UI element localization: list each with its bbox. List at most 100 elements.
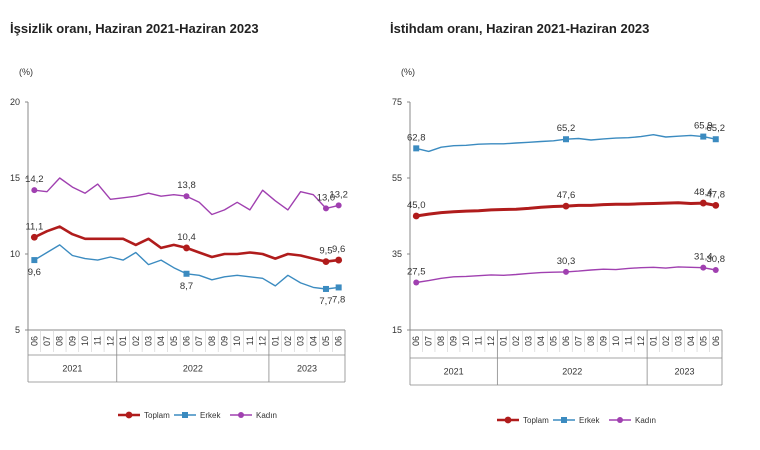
x-tick-label: 10 bbox=[232, 336, 242, 346]
data-label-toplam: 10,4 bbox=[177, 232, 196, 243]
x-tick-label: 12 bbox=[636, 336, 646, 346]
x-tick-label: 01 bbox=[270, 336, 280, 346]
x-tick-label: 10 bbox=[611, 336, 621, 346]
y-tick-label: 35 bbox=[392, 249, 402, 259]
data-label-erkek: 62,8 bbox=[407, 132, 426, 143]
data-label-erkek: 7,7 bbox=[319, 296, 332, 307]
data-point-erkek bbox=[183, 270, 190, 277]
data-label-toplam: 11,1 bbox=[25, 221, 43, 232]
data-point-toplam bbox=[322, 258, 330, 265]
x-tick-label: 01 bbox=[118, 336, 128, 346]
data-label-kadin: 31,4 bbox=[694, 252, 713, 263]
x-tick-label: 04 bbox=[308, 336, 318, 346]
legend-label-kadin: Kadın bbox=[256, 411, 277, 420]
x-tick-label: 09 bbox=[220, 336, 230, 346]
x-tick-label: 08 bbox=[207, 336, 217, 346]
data-label-toplam: 9,5 bbox=[319, 246, 332, 257]
y-tick-label: 10 bbox=[10, 249, 20, 259]
data-point-erkek bbox=[712, 136, 719, 143]
data-label-kadin: 13,0 bbox=[317, 192, 336, 203]
data-point-kadin bbox=[322, 205, 329, 212]
x-tick-label: 05 bbox=[169, 336, 179, 346]
data-point-kadin bbox=[183, 193, 190, 200]
data-point-erkek bbox=[335, 284, 342, 291]
x-tick-label: 06 bbox=[411, 336, 421, 346]
x-tick-label: 02 bbox=[283, 336, 293, 346]
x-tick-label: 11 bbox=[93, 336, 103, 345]
x-tick-label: 04 bbox=[536, 336, 546, 346]
data-point-erkek bbox=[322, 285, 329, 292]
data-point-erkek bbox=[700, 133, 707, 140]
x-tick-label: 03 bbox=[524, 336, 534, 346]
x-tick-label: 02 bbox=[661, 336, 671, 346]
unemployment-rate-chart: İşsizlik oranı, Haziran 2021-Haziran 202… bbox=[10, 21, 348, 420]
data-label-erkek: 8,7 bbox=[180, 281, 193, 292]
chart-title: İşsizlik oranı, Haziran 2021-Haziran 202… bbox=[10, 21, 259, 36]
data-point-toplam bbox=[30, 233, 38, 241]
x-tick-label: 01 bbox=[499, 336, 509, 346]
x-tick-label: 07 bbox=[42, 336, 52, 346]
x-tick-label: 06 bbox=[711, 336, 721, 346]
data-label-kadin: 30,8 bbox=[707, 254, 726, 265]
data-point-erkek bbox=[31, 257, 38, 264]
data-label-erkek: 65,9 bbox=[694, 121, 713, 132]
year-label: 2023 bbox=[297, 364, 317, 374]
x-tick-label: 03 bbox=[143, 336, 153, 346]
y-tick-label: 5 bbox=[15, 325, 20, 335]
y-axis-label: (%) bbox=[401, 67, 415, 77]
x-tick-label: 03 bbox=[296, 336, 306, 346]
legend-marker-erkek bbox=[561, 417, 567, 423]
legend-label-kadin: Kadın bbox=[635, 416, 656, 425]
x-tick-label: 10 bbox=[461, 336, 471, 346]
x-tick-label: 07 bbox=[573, 336, 583, 346]
x-tick-label: 02 bbox=[511, 336, 521, 346]
year-label: 2022 bbox=[183, 364, 203, 374]
data-point-erkek bbox=[413, 145, 420, 152]
data-label-erkek: 65,2 bbox=[557, 123, 576, 134]
x-tick-label: 12 bbox=[105, 336, 115, 346]
data-label-kadin: 30,3 bbox=[557, 256, 576, 267]
data-point-kadin bbox=[413, 279, 420, 286]
legend-marker-kadin bbox=[238, 412, 244, 418]
data-label-kadin: 14,2 bbox=[25, 174, 44, 185]
data-label-kadin: 27,5 bbox=[407, 267, 426, 278]
x-tick-label: 04 bbox=[686, 336, 696, 346]
chart-title: İstihdam oranı, Haziran 2021-Haziran 202… bbox=[390, 21, 649, 36]
data-point-toplam bbox=[699, 199, 707, 207]
employment-rate-chart: İstihdam oranı, Haziran 2021-Haziran 202… bbox=[390, 21, 725, 425]
x-tick-label: 08 bbox=[436, 336, 446, 346]
legend-marker-toplam bbox=[125, 411, 133, 419]
legend-label-toplam: Toplam bbox=[523, 416, 549, 425]
y-tick-label: 15 bbox=[392, 325, 402, 335]
data-point-toplam bbox=[562, 202, 570, 210]
legend-label-erkek: Erkek bbox=[579, 416, 600, 425]
x-tick-label: 10 bbox=[80, 336, 90, 346]
x-tick-label: 06 bbox=[334, 336, 344, 346]
x-tick-label: 08 bbox=[55, 336, 65, 346]
data-label-erkek: 7,8 bbox=[332, 294, 345, 305]
x-tick-label: 01 bbox=[648, 336, 658, 346]
x-tick-label: 12 bbox=[486, 336, 496, 346]
x-tick-label: 04 bbox=[156, 336, 166, 346]
x-tick-label: 05 bbox=[549, 336, 559, 346]
x-tick-label: 07 bbox=[194, 336, 204, 346]
legend-label-toplam: Toplam bbox=[144, 411, 170, 420]
data-point-erkek bbox=[563, 136, 569, 143]
data-point-kadin bbox=[31, 187, 38, 194]
x-tick-label: 06 bbox=[561, 336, 571, 346]
data-point-toplam bbox=[412, 212, 420, 220]
data-label-erkek: 65,2 bbox=[707, 123, 726, 134]
x-tick-label: 06 bbox=[29, 336, 39, 346]
data-point-kadin bbox=[712, 266, 719, 273]
x-tick-label: 07 bbox=[424, 336, 434, 346]
data-label-erkek: 9,6 bbox=[28, 267, 41, 278]
data-point-kadin bbox=[563, 268, 569, 275]
data-label-kadin: 13,8 bbox=[177, 180, 196, 191]
year-label: 2023 bbox=[675, 367, 695, 377]
data-label-toplam: 9,6 bbox=[332, 244, 345, 255]
x-tick-label: 06 bbox=[182, 336, 192, 346]
y-tick-label: 20 bbox=[10, 97, 20, 107]
y-tick-label: 75 bbox=[392, 97, 402, 107]
data-label-toplam: 45,0 bbox=[407, 200, 426, 211]
